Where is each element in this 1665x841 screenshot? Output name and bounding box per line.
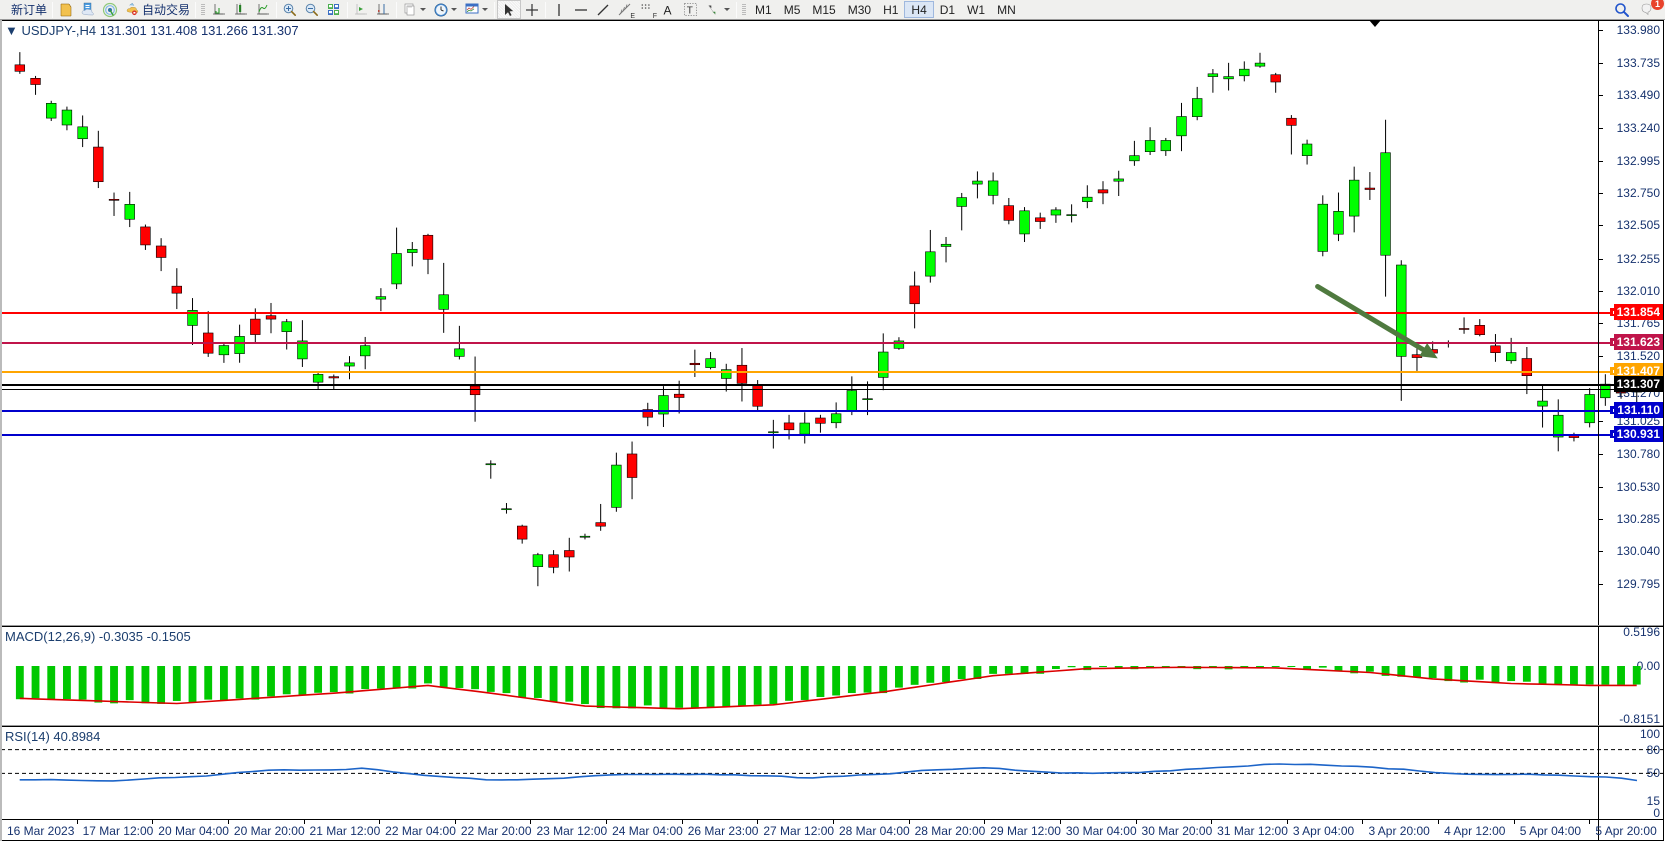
svg-text:A: A [664, 3, 672, 17]
svg-text:T: T [687, 5, 693, 16]
